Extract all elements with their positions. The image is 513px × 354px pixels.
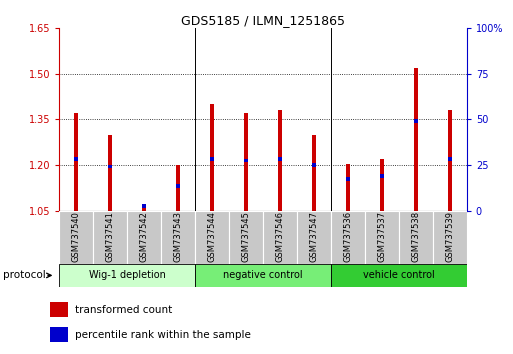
Bar (108, 135, 112, 211)
Bar (108, 165, 112, 169)
Bar (312, 135, 316, 211)
Bar (93, 211, 127, 264)
Bar (59, 264, 195, 287)
Text: GSM737540: GSM737540 (71, 211, 81, 262)
Bar (278, 157, 282, 161)
Bar (195, 264, 331, 287)
Text: GSM737538: GSM737538 (411, 211, 420, 262)
Bar (50, 302, 68, 317)
Bar (399, 211, 433, 264)
Bar (210, 104, 214, 211)
Bar (414, 119, 418, 123)
Bar (448, 157, 451, 161)
Bar (176, 184, 180, 188)
Text: GSM737539: GSM737539 (445, 211, 455, 262)
Bar (161, 211, 195, 264)
Bar (50, 327, 68, 342)
Text: Wig-1 depletion: Wig-1 depletion (89, 270, 165, 280)
Bar (210, 157, 214, 161)
Bar (263, 211, 297, 264)
Bar (346, 177, 350, 181)
Bar (380, 159, 384, 211)
Bar (127, 211, 161, 264)
Bar (297, 211, 331, 264)
Text: protocol: protocol (3, 270, 45, 280)
Bar (312, 163, 315, 167)
Bar (176, 165, 180, 211)
Text: GSM737537: GSM737537 (378, 211, 386, 262)
Bar (74, 113, 78, 211)
Text: GSM737543: GSM737543 (173, 211, 183, 262)
Bar (331, 264, 467, 287)
Bar (195, 211, 229, 264)
Bar (142, 205, 146, 211)
Bar (448, 110, 452, 211)
Bar (244, 113, 248, 211)
Text: GSM737542: GSM737542 (140, 211, 148, 262)
Bar (346, 164, 350, 211)
Bar (278, 110, 282, 211)
Text: percentile rank within the sample: percentile rank within the sample (74, 330, 250, 339)
Bar (414, 68, 418, 211)
Bar (229, 211, 263, 264)
Text: GSM737544: GSM737544 (207, 211, 216, 262)
Bar (433, 211, 467, 264)
Text: GSM737536: GSM737536 (343, 211, 352, 262)
Bar (380, 174, 384, 177)
Text: GSM737547: GSM737547 (309, 211, 319, 262)
Text: transformed count: transformed count (74, 305, 172, 315)
Bar (142, 204, 146, 208)
Bar (365, 211, 399, 264)
Title: GDS5185 / ILMN_1251865: GDS5185 / ILMN_1251865 (181, 14, 345, 27)
Bar (244, 159, 248, 162)
Text: vehicle control: vehicle control (363, 270, 435, 280)
Bar (59, 211, 93, 264)
Text: GSM737541: GSM737541 (106, 211, 114, 262)
Bar (331, 211, 365, 264)
Text: GSM737546: GSM737546 (275, 211, 284, 262)
Text: negative control: negative control (223, 270, 303, 280)
Text: GSM737545: GSM737545 (242, 211, 250, 262)
Bar (74, 157, 78, 161)
